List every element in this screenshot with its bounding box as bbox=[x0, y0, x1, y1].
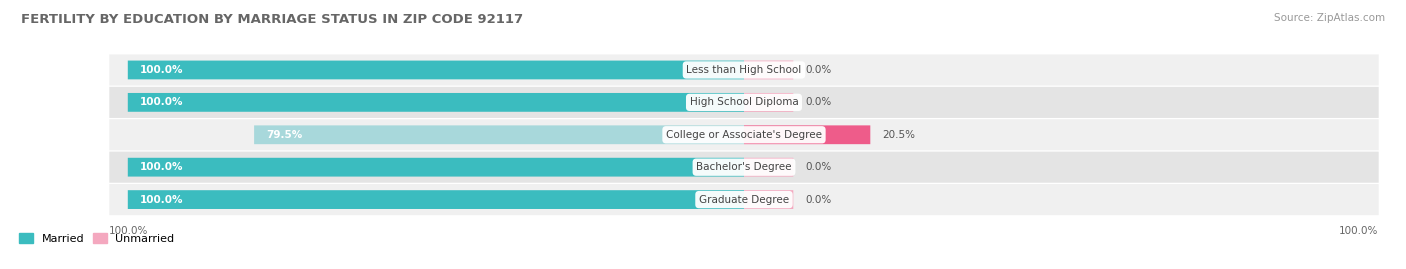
Text: FERTILITY BY EDUCATION BY MARRIAGE STATUS IN ZIP CODE 92117: FERTILITY BY EDUCATION BY MARRIAGE STATU… bbox=[21, 13, 523, 26]
FancyBboxPatch shape bbox=[110, 119, 1379, 150]
Text: 0.0%: 0.0% bbox=[806, 65, 832, 75]
Text: High School Diploma: High School Diploma bbox=[689, 97, 799, 107]
FancyBboxPatch shape bbox=[128, 61, 744, 79]
FancyBboxPatch shape bbox=[744, 190, 793, 209]
Text: Graduate Degree: Graduate Degree bbox=[699, 194, 789, 205]
Text: 20.5%: 20.5% bbox=[883, 130, 915, 140]
Text: 100.0%: 100.0% bbox=[141, 194, 184, 205]
FancyBboxPatch shape bbox=[110, 54, 1379, 86]
Text: 0.0%: 0.0% bbox=[806, 194, 832, 205]
Text: College or Associate's Degree: College or Associate's Degree bbox=[666, 130, 823, 140]
Text: 0.0%: 0.0% bbox=[806, 97, 832, 107]
Text: 100.0%: 100.0% bbox=[141, 65, 184, 75]
FancyBboxPatch shape bbox=[110, 87, 1379, 118]
Legend: Married, Unmarried: Married, Unmarried bbox=[15, 229, 179, 248]
Text: Less than High School: Less than High School bbox=[686, 65, 801, 75]
Text: 100.0%: 100.0% bbox=[110, 225, 149, 236]
FancyBboxPatch shape bbox=[110, 152, 1379, 183]
FancyBboxPatch shape bbox=[744, 93, 793, 112]
Text: 100.0%: 100.0% bbox=[141, 162, 184, 172]
Text: Bachelor's Degree: Bachelor's Degree bbox=[696, 162, 792, 172]
Text: Source: ZipAtlas.com: Source: ZipAtlas.com bbox=[1274, 13, 1385, 23]
Text: 79.5%: 79.5% bbox=[267, 130, 302, 140]
FancyBboxPatch shape bbox=[128, 93, 744, 112]
FancyBboxPatch shape bbox=[128, 158, 744, 176]
FancyBboxPatch shape bbox=[254, 125, 744, 144]
Text: 100.0%: 100.0% bbox=[1340, 225, 1379, 236]
FancyBboxPatch shape bbox=[110, 184, 1379, 215]
Text: 100.0%: 100.0% bbox=[141, 97, 184, 107]
FancyBboxPatch shape bbox=[744, 125, 870, 144]
Text: 0.0%: 0.0% bbox=[806, 162, 832, 172]
FancyBboxPatch shape bbox=[128, 190, 744, 209]
FancyBboxPatch shape bbox=[744, 61, 793, 79]
FancyBboxPatch shape bbox=[744, 158, 793, 176]
